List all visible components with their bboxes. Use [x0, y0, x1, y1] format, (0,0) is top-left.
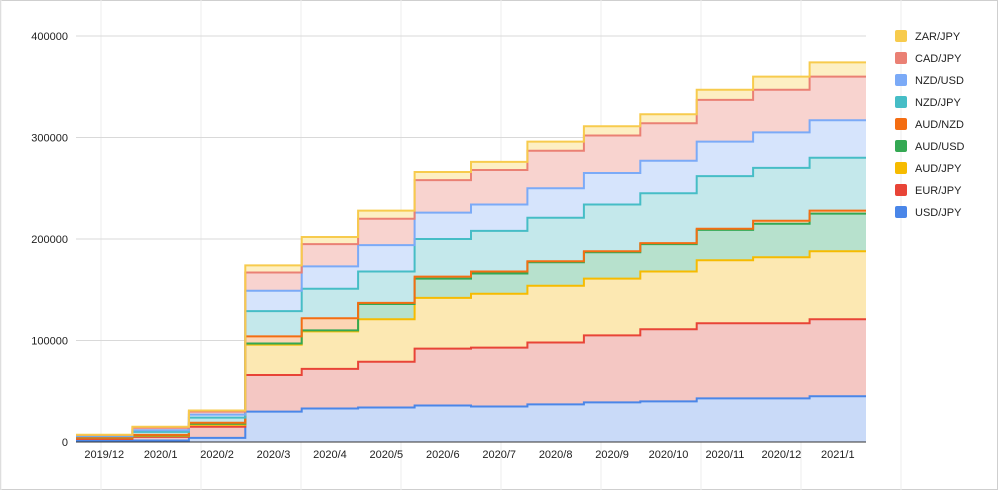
area-nzd-jpy	[76, 157, 866, 438]
y-tick-label: 300000	[31, 133, 68, 145]
legend-label: ZAR/JPY	[915, 31, 961, 43]
legend-item-nzd-usd[interactable]: NZD/USD	[895, 74, 964, 87]
legend-label: NZD/USD	[915, 75, 964, 87]
area-aud-usd	[76, 213, 866, 439]
legend-item-aud-nzd[interactable]: AUD/NZD	[895, 118, 964, 131]
x-tick-label: 2020/10	[649, 449, 689, 461]
line-eur-jpy	[76, 318, 866, 440]
x-tick-label: 2021/1	[821, 449, 855, 461]
legend-item-cad-jpy[interactable]: CAD/JPY	[895, 52, 962, 65]
legend-swatch	[895, 74, 907, 86]
line-nzd-jpy	[76, 156, 866, 438]
legend-item-aud-usd[interactable]: AUD/USD	[895, 140, 965, 153]
x-tick-label: 2020/6	[426, 449, 460, 461]
legend-swatch	[895, 206, 907, 218]
line-zar-jpy	[76, 61, 866, 436]
y-tick-label: 0	[62, 437, 68, 449]
x-tick-label: 2020/4	[313, 449, 347, 461]
area-usd-jpy	[76, 396, 866, 442]
legend: ZAR/JPY CAD/JPY NZD/USD NZD/JPY AUD/NZD AUD/U…	[895, 30, 965, 219]
legend-label: USD/JPY	[915, 207, 962, 219]
legend-swatch	[895, 118, 907, 130]
line-aud-nzd	[76, 209, 866, 439]
legend-item-zar-jpy[interactable]: ZAR/JPY	[895, 30, 961, 43]
legend-label: AUD/USD	[915, 141, 965, 153]
y-tick-label: 100000	[31, 336, 68, 348]
x-tick-label: 2020/1	[144, 449, 178, 461]
x-tick-label: 2020/9	[595, 449, 629, 461]
legend-swatch	[895, 140, 907, 152]
x-tick-label: 2020/11	[705, 449, 744, 461]
legend-swatch	[895, 30, 907, 42]
axes: 0 100000 200000 300000 400000 2019/12 2020/1 20…	[31, 31, 866, 461]
x-tick-label: 2020/5	[370, 449, 404, 461]
series-lines	[76, 61, 866, 442]
line-cad-jpy	[76, 75, 866, 436]
x-tick-label: 2020/7	[482, 449, 516, 461]
legend-label: AUD/NZD	[915, 119, 964, 131]
legend-item-aud-jpy[interactable]: AUD/JPY	[895, 162, 962, 175]
line-nzd-usd	[76, 119, 866, 437]
legend-item-eur-jpy[interactable]: EUR/JPY	[895, 184, 962, 197]
x-tick-label: 2019/12	[84, 449, 124, 461]
legend-label: NZD/JPY	[915, 97, 962, 109]
legend-swatch	[895, 184, 907, 196]
legend-label: CAD/JPY	[915, 53, 962, 65]
area-cad-jpy	[76, 76, 866, 436]
y-tick-label: 200000	[31, 234, 68, 246]
x-tick-label: 2020/3	[257, 449, 291, 461]
line-usd-jpy	[76, 395, 866, 442]
x-tick-label: 2020/12	[761, 449, 801, 461]
x-tick-label: 2020/2	[200, 449, 234, 461]
legend-swatch	[895, 52, 907, 64]
legend-item-usd-jpy[interactable]: USD/JPY	[895, 206, 962, 219]
area-eur-jpy	[76, 319, 866, 441]
legend-swatch	[895, 96, 907, 108]
legend-swatch	[895, 162, 907, 174]
area-aud-jpy	[76, 251, 866, 439]
y-tick-label: 400000	[31, 31, 68, 43]
legend-item-nzd-jpy[interactable]: NZD/JPY	[895, 96, 962, 109]
legend-label: EUR/JPY	[915, 185, 962, 197]
series-areas	[76, 62, 866, 442]
legend-label: AUD/JPY	[915, 163, 962, 175]
x-tick-label: 2020/8	[539, 449, 573, 461]
area-nzd-usd	[76, 120, 866, 437]
